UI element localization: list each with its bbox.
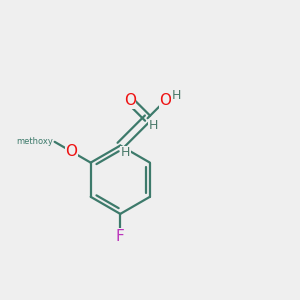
Text: O: O — [65, 144, 77, 159]
Text: O: O — [124, 93, 136, 108]
Text: H: H — [172, 88, 182, 101]
Text: H: H — [121, 146, 130, 160]
Text: F: F — [116, 229, 125, 244]
Text: methoxy: methoxy — [16, 137, 53, 146]
Text: O: O — [160, 93, 172, 108]
Text: H: H — [149, 119, 158, 132]
